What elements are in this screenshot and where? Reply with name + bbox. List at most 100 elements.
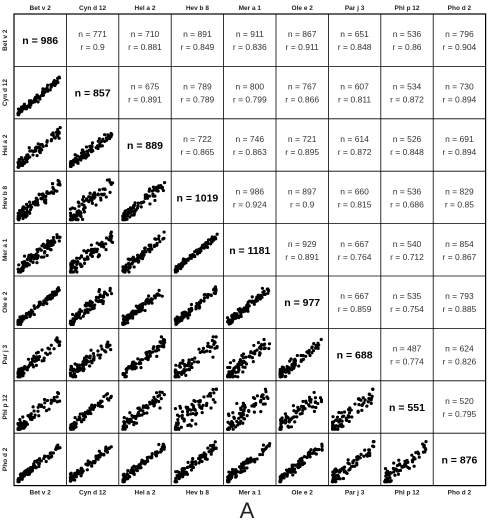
scatter-point [41, 242, 45, 246]
scatter-point [278, 475, 282, 479]
scatter-point [124, 375, 128, 379]
scatter-point [150, 455, 154, 460]
scatter-point [54, 81, 58, 86]
scatter-point [42, 87, 46, 91]
scatter-point [55, 287, 59, 291]
scatter-point [75, 367, 80, 371]
scatter-point [260, 452, 265, 457]
scatter-point [177, 472, 181, 476]
scatter-point [267, 346, 271, 351]
scatter-point [130, 466, 134, 470]
scatter-point [205, 457, 209, 461]
scatter-point [337, 420, 341, 424]
scatter-point [21, 216, 25, 221]
scatter-point [263, 402, 267, 406]
scatter-point [177, 414, 181, 418]
row-label-bet-v-2: Bet v 2 [2, 29, 9, 51]
pair-r-hev-b-8-phl-p-12: r = 0.686 [390, 199, 424, 209]
scatter-point [231, 375, 235, 379]
scatter-point [99, 353, 103, 357]
diagonal-n-cyn-d-12: n = 857 [75, 88, 111, 100]
pair-r-mer-a-1-par-j-3: r = 0.764 [338, 252, 372, 262]
scatter-point [279, 417, 283, 421]
scatter-point [106, 133, 110, 137]
scatter-point [51, 131, 55, 135]
scatter-point [84, 145, 89, 149]
scatter-point [126, 469, 130, 473]
scatter-point [33, 146, 38, 150]
scatter-point [417, 455, 421, 459]
scatter-point [214, 446, 218, 450]
scatter-point [369, 397, 373, 401]
scatter-point [252, 404, 256, 408]
scatter-point [308, 353, 312, 358]
scatter-point [140, 256, 144, 260]
scatter-point [369, 401, 373, 405]
scatter-point [310, 346, 314, 350]
scatter-point [247, 304, 251, 308]
scatter-point [41, 195, 45, 200]
scatter-point [136, 201, 140, 205]
grid-frame [13, 13, 487, 487]
scatter-point [159, 335, 164, 339]
scatter-point [245, 466, 249, 470]
scatter-point [336, 473, 340, 477]
scatter-point [124, 315, 128, 319]
scatter-point [204, 452, 208, 457]
scatter-point [331, 422, 335, 427]
scatter-point [35, 358, 39, 362]
scatter-point [209, 406, 213, 410]
pair-r-hev-b-8-pho-d-2: r = 0.85 [445, 199, 474, 209]
scatter-point [99, 399, 103, 403]
scatter-point [191, 457, 195, 461]
scatter-point [202, 243, 206, 247]
scatter-point [178, 365, 182, 369]
scatter-point [68, 371, 72, 375]
scatter-point [31, 363, 35, 367]
scatter-point [241, 370, 245, 374]
column-label-bottom-cyn-d-12: Cyn d 12 [79, 490, 106, 497]
pair-r-bet-v-2-ole-e-2: r = 0.911 [286, 42, 319, 52]
scatter-point [206, 341, 210, 345]
scatter-point [104, 136, 109, 140]
scatter-point [291, 404, 296, 408]
scatter-point [263, 342, 267, 346]
scatter-point [155, 354, 159, 358]
scatter-point [130, 367, 134, 371]
scatter-point [121, 216, 125, 220]
scatter-point [21, 314, 25, 318]
scatter-point [126, 476, 130, 480]
scatter-point [82, 156, 86, 160]
scatter-point [361, 396, 365, 400]
pair-r-par-j-3-phl-p-12: r = 0.774 [390, 357, 424, 367]
pair-n-hev-b-8-mer-a-1: n = 986 [235, 186, 264, 196]
scatter-point [149, 300, 153, 304]
scatter-point [77, 204, 81, 208]
scatter-point [86, 459, 90, 463]
scatter-point [234, 475, 238, 479]
scatter-point [56, 340, 60, 344]
scatter-point [194, 413, 198, 417]
scatter-point [24, 158, 29, 162]
scatter-point [23, 106, 27, 110]
scatter-point [96, 193, 100, 197]
scatter-point [57, 235, 61, 239]
scatter-point [396, 472, 401, 476]
scatter-point [107, 237, 111, 242]
scatter-point [100, 144, 104, 148]
scatter-point [143, 249, 147, 253]
scatter-point [37, 247, 42, 251]
scatter-point [153, 296, 157, 300]
scatter-point [241, 401, 245, 405]
column-label-top-phl-p-12: Phl p 12 [395, 5, 420, 12]
scatter-point [25, 422, 29, 426]
pair-r-mer-a-1-phl-p-12: r = 0.712 [390, 252, 424, 262]
scatter-point [319, 337, 323, 342]
scatter-point [295, 353, 299, 358]
pair-r-mer-a-1-ole-e-2: r = 0.891 [285, 252, 319, 262]
scatter-point [147, 294, 151, 298]
scatter-point [105, 392, 110, 396]
pair-r-mer-a-1-pho-d-2: r = 0.867 [443, 252, 477, 262]
scatter-point [181, 361, 185, 365]
scatter-point [212, 342, 216, 347]
